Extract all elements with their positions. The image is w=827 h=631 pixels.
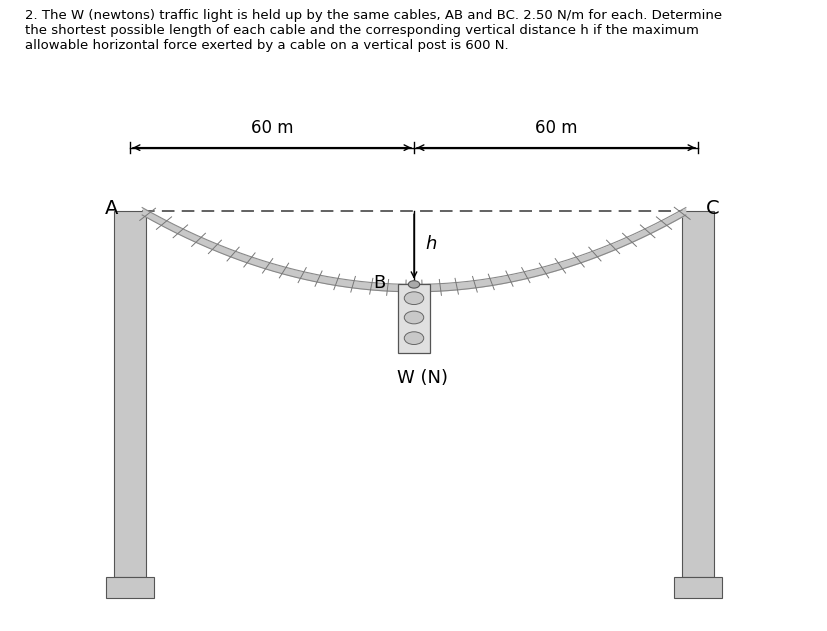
Text: W (N): W (N) <box>396 369 447 387</box>
Text: B: B <box>373 274 385 292</box>
Text: 60 m: 60 m <box>534 119 576 137</box>
Bar <box>681 211 714 577</box>
Text: C: C <box>705 199 719 218</box>
Circle shape <box>404 292 423 305</box>
Text: A: A <box>104 199 117 218</box>
Text: $h$: $h$ <box>425 235 437 254</box>
Bar <box>106 577 154 598</box>
Bar <box>673 577 721 598</box>
Circle shape <box>404 332 423 345</box>
Circle shape <box>408 281 419 288</box>
Bar <box>113 211 146 577</box>
Circle shape <box>404 311 423 324</box>
Text: 60 m: 60 m <box>251 119 293 137</box>
Bar <box>397 285 430 353</box>
Text: 2. The W (newtons) traffic light is held up by the same cables, AB and BC. 2.50 : 2. The W (newtons) traffic light is held… <box>25 9 721 52</box>
